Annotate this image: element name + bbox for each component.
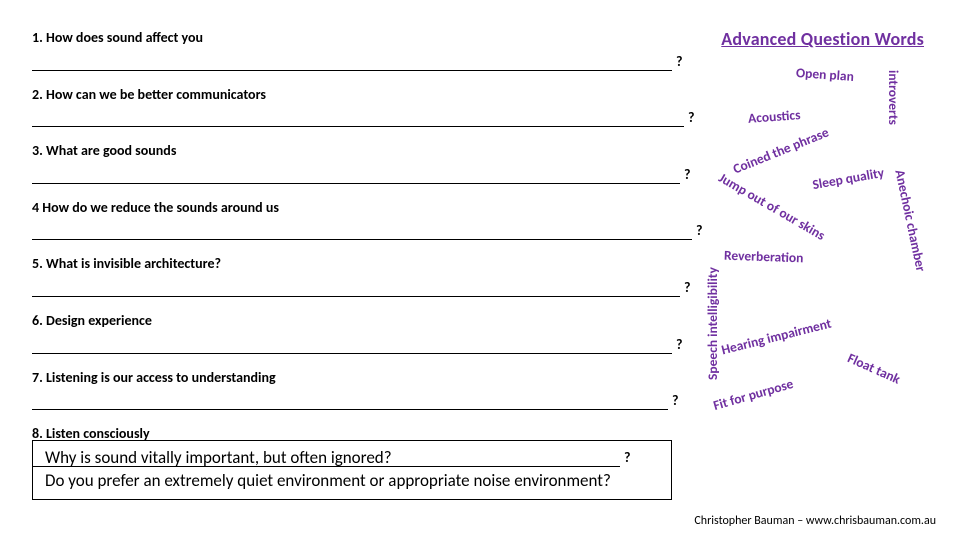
answer-line: ?	[32, 391, 712, 410]
answer-line: ?	[32, 52, 712, 71]
cloud-word: Float tank	[845, 349, 903, 387]
discussion-line: Do you prefer an extremely quiet environ…	[45, 470, 659, 493]
blank-underline	[32, 342, 672, 354]
question-block: 4 How do we reduce the sounds around us?	[32, 198, 712, 241]
blank-underline	[32, 59, 672, 71]
blank-underline	[32, 115, 684, 127]
cloud-word: Speech intelligibility	[704, 267, 721, 380]
discussion-box: Why is sound vitally important, but ofte…	[32, 440, 672, 500]
footer-credit: Christopher Bauman – www.chrisbauman.com…	[694, 514, 936, 528]
question-text: 1. How does sound affect you	[32, 28, 712, 48]
question-text: 3. What are good sounds	[32, 141, 712, 161]
section-heading: Advanced Question Words	[712, 28, 924, 50]
question-block: 3. What are good sounds?	[32, 141, 712, 184]
answer-line: ?	[32, 165, 712, 184]
question-block: 1. How does sound affect you?	[32, 28, 712, 71]
answer-line: ?	[32, 278, 712, 297]
question-text: 5. What is invisible architecture?	[32, 254, 712, 274]
blank-underline	[32, 172, 680, 184]
cloud-word: Reverberation	[724, 247, 804, 267]
wordcloud-column: Advanced Question Words Open plan introve…	[712, 28, 924, 481]
worksheet-page: 1. How does sound affect you?2. How can …	[0, 0, 960, 540]
answer-line: ?	[32, 221, 712, 240]
question-text: 4 How do we reduce the sounds around us	[32, 198, 712, 218]
cloud-word: introverts	[885, 70, 902, 125]
answer-line: ?	[32, 335, 712, 354]
cloud-word: Fit for purpose	[711, 375, 795, 414]
cloud-word: Sleep quality	[811, 164, 885, 193]
cloud-word: Coined the phrase	[731, 124, 832, 178]
blank-underline	[32, 228, 692, 240]
word-cloud: Open plan introverts AcousticsCoined the p…	[676, 60, 936, 420]
question-block: 5. What is invisible architecture??	[32, 254, 712, 297]
blank-underline	[32, 398, 668, 410]
cloud-word: Open plan	[795, 64, 854, 85]
cloud-word: Anechoic chamber	[891, 168, 929, 273]
question-block: 7. Listening is our access to understand…	[32, 368, 712, 411]
question-text: 7. Listening is our access to understand…	[32, 368, 712, 388]
question-block: 2. How can we be better communicators?	[32, 85, 712, 128]
question-text: 2. How can we be better communicators	[32, 85, 712, 105]
cloud-word: Acoustics	[747, 106, 801, 127]
discussion-line: Why is sound vitally important, but ofte…	[45, 447, 659, 470]
questions-column: 1. How does sound affect you?2. How can …	[32, 28, 712, 481]
columns: 1. How does sound affect you?2. How can …	[32, 28, 936, 481]
cloud-word: Hearing impairment	[720, 315, 833, 359]
blank-underline	[32, 285, 680, 297]
question-block: 6. Design experience?	[32, 311, 712, 354]
question-text: 6. Design experience	[32, 311, 712, 331]
answer-line: ?	[32, 108, 712, 127]
